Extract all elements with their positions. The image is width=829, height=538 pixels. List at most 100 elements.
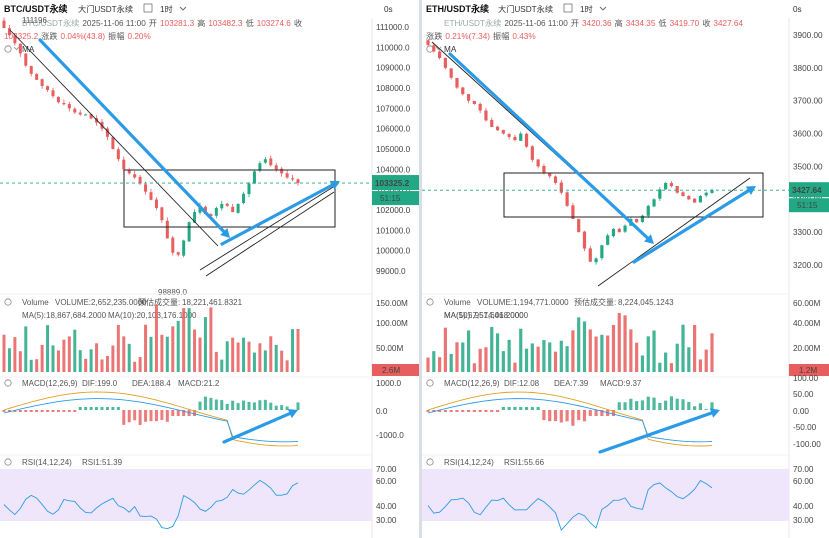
volume-badge-label: 2.6M [382, 366, 400, 375]
eye-icon[interactable] [426, 458, 434, 466]
volume-ma5: MA(5):18,867,684.2000 [22, 311, 107, 320]
volume-bar [258, 343, 262, 372]
edit-icon[interactable] [143, 3, 153, 13]
volume-bar [472, 363, 476, 372]
macd-dif: DIF:199.0 [82, 379, 118, 388]
trend-arrow-shaft[interactable] [38, 38, 226, 234]
volume-value: VOLUME:2,652,235.0000 [55, 298, 147, 307]
candle-body [600, 245, 604, 259]
trend-arrow-shaft[interactable] [220, 183, 334, 246]
macd-arrow-shaft[interactable] [222, 411, 292, 444]
macd-bar [165, 410, 169, 422]
macd-arrow-shaft[interactable] [598, 411, 714, 454]
candle-body [236, 203, 240, 213]
trend-line[interactable] [597, 177, 751, 287]
rsi-band [0, 469, 372, 521]
macd-bar [2, 410, 6, 412]
volume-badge [789, 364, 829, 376]
macd-bar [29, 410, 33, 412]
volume-bar [13, 337, 17, 372]
ohlc-part: 103281.3 [160, 19, 195, 28]
eye-icon[interactable] [4, 298, 12, 306]
trend-line[interactable] [9, 29, 219, 247]
btc-chart-pane[interactable]: BTC/USDT永续 大门USDT永续 1时 0s BTC/USDT永续 2025-11-… [0, 0, 420, 538]
macd-title: MACD(12,26,9) [22, 379, 78, 388]
volume-axis-label: 40.00M [793, 319, 820, 328]
rsi-line [427, 479, 713, 531]
candle-body [296, 179, 300, 184]
chevron-down-icon[interactable] [13, 46, 20, 51]
volume-bar [698, 359, 703, 372]
macd-bar [280, 405, 284, 410]
macd-arrow-head[interactable] [287, 408, 298, 419]
macd-bar [225, 403, 229, 410]
eye-icon[interactable] [4, 45, 12, 53]
interval-selector: 1时 [160, 4, 173, 14]
macd-dea-line [427, 398, 713, 443]
price-tick-label: 110000.0 [376, 43, 410, 52]
candle-body [553, 176, 558, 183]
rsi-axis-label: 60.00 [793, 477, 814, 486]
volume-bar [149, 336, 153, 372]
header-right-label: 0s [793, 5, 802, 14]
volume-bar [111, 345, 115, 372]
volume-bar [154, 304, 158, 372]
candle-body [18, 43, 22, 54]
eye-icon[interactable] [4, 379, 12, 387]
macd-bar [669, 396, 674, 410]
macd-arrow-head[interactable] [709, 408, 720, 418]
price-tick-label: 3900.00 [793, 31, 823, 40]
candle-body [437, 51, 442, 58]
macd-bar [426, 410, 430, 412]
trend-arrow-head[interactable] [745, 186, 756, 196]
range-box[interactable] [123, 169, 336, 228]
trend-arrow-head[interactable] [644, 234, 654, 244]
trend-arrow-shaft[interactable] [448, 52, 650, 240]
trend-arrow-shaft[interactable] [632, 189, 750, 264]
macd-title: MACD(12,26,9) [444, 379, 500, 388]
volume-bar [291, 329, 295, 372]
macd-bar [160, 410, 164, 421]
pane-divider[interactable] [419, 0, 422, 538]
rsi-axis-label: 40.00 [793, 502, 814, 511]
eye-icon[interactable] [4, 458, 12, 466]
range-box[interactable] [503, 172, 764, 218]
volume-bar [242, 337, 246, 372]
macd-bar [559, 410, 563, 423]
ohlc-part: 低 [245, 18, 253, 28]
eye-icon[interactable] [426, 298, 434, 306]
chevron-down-icon[interactable] [435, 46, 442, 51]
macd-axis-label: 50.00 [793, 390, 814, 399]
price-tick-label: 3200.00 [793, 261, 823, 270]
ohlc-line: BTC/USDT永续 2025-11-06 11:00 开 103281.3 高 1034… [22, 18, 302, 28]
macd-dea: DEA:188.4 [132, 379, 171, 388]
eye-icon[interactable] [426, 379, 434, 387]
candle-body [225, 203, 229, 206]
candle-body [652, 199, 656, 207]
edit-icon[interactable] [563, 3, 573, 13]
volume-value: VOLUME:1,194,771.0000 [477, 298, 569, 307]
trend-line[interactable] [205, 191, 335, 277]
macd-bar [154, 410, 158, 422]
candle-body [524, 133, 529, 147]
ohlc-part: 3434.35 [626, 19, 656, 28]
volume-bar [51, 345, 55, 372]
estimated-volume-value: 18,221,461.8321 [182, 298, 243, 307]
trend-line[interactable] [199, 183, 339, 271]
price-tick-label: 100000.0 [376, 247, 411, 256]
price-tick-label: 104000.0 [376, 165, 411, 174]
ohlc-part: ETH/USDT永续 [444, 18, 501, 28]
volume-bar [116, 324, 120, 372]
ohlc-part: 2025-11-06 11:00 [504, 19, 568, 28]
chevron-down-icon[interactable] [599, 6, 607, 11]
trend-arrow-head[interactable] [220, 228, 230, 238]
candle-body [24, 53, 28, 66]
macd-bar [269, 402, 273, 410]
chevron-down-icon[interactable] [179, 6, 187, 11]
eth-chart-pane[interactable]: ETH/USDT永续 大门USDT永续 1时 0s ETH/USDT永续 2025-11-… [422, 0, 829, 538]
volume-axis-label: 50.00M [376, 344, 403, 353]
macd-bar [171, 410, 175, 416]
price-tick-label: 106000.0 [376, 125, 411, 134]
